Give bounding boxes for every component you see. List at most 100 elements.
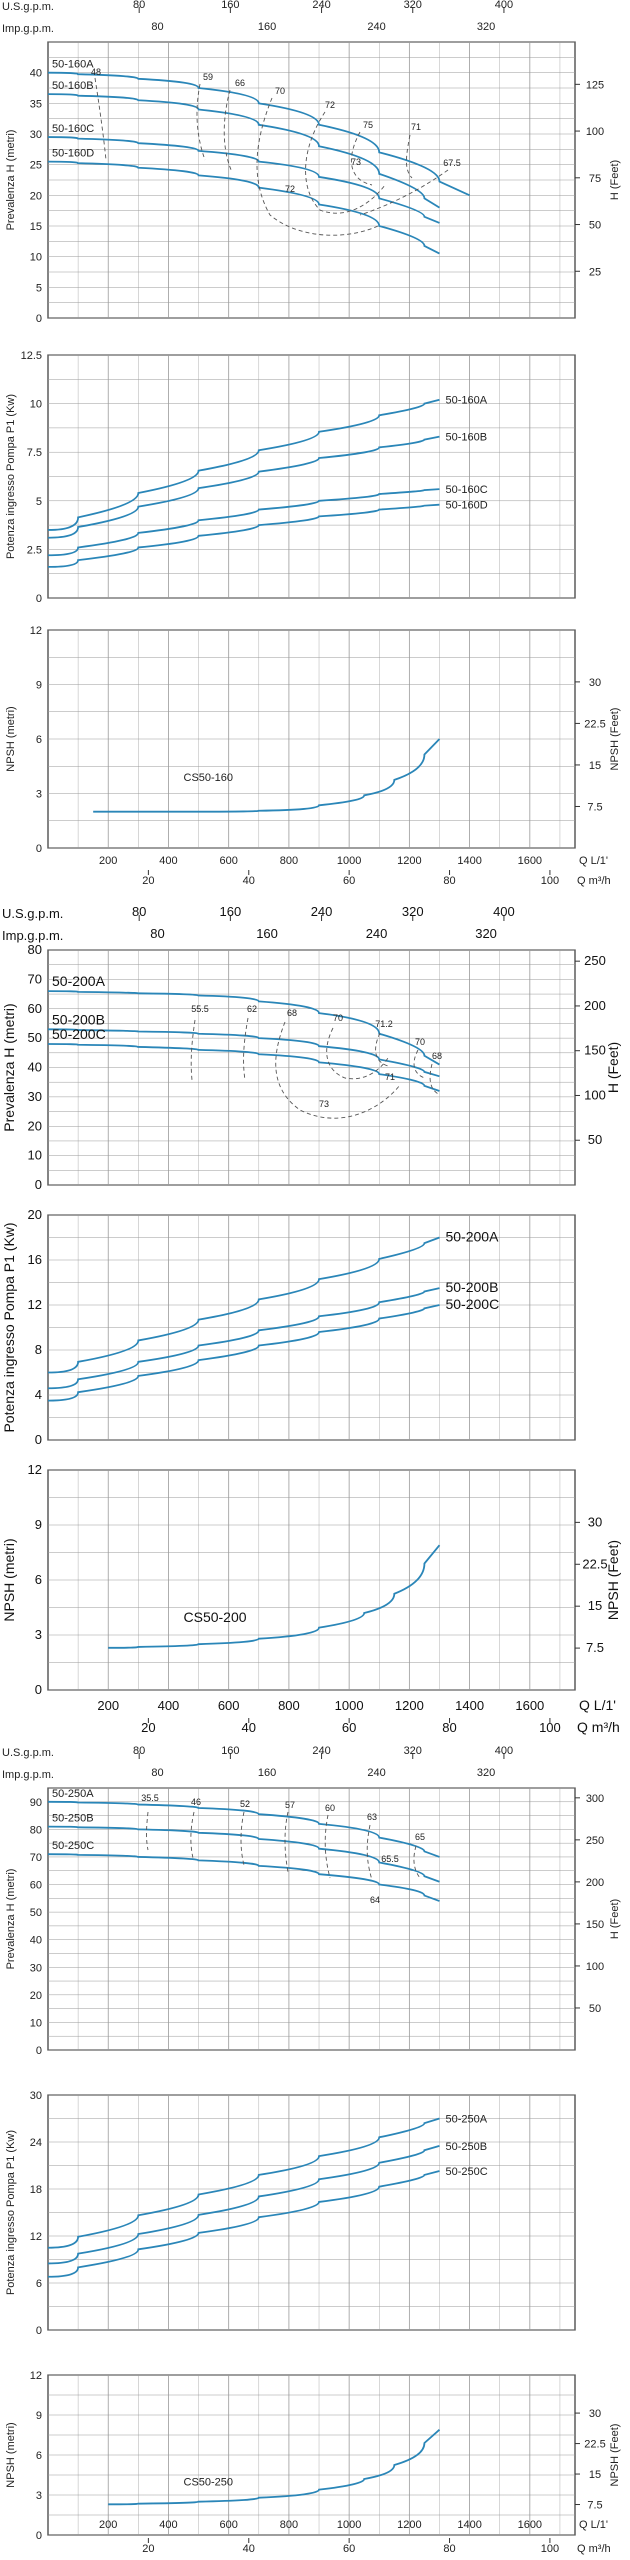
npsh-panel: 0 3 6 9 12 7.5 15 22.5 30 NPSH (metri) NPSH (Feet)… <box>5 625 621 855</box>
y-tick-label: 20 <box>28 1207 42 1222</box>
impgpm-axis-label: Imp.g.p.m. <box>2 23 54 35</box>
m3h-tick-label: 60 <box>343 875 355 887</box>
series-curve-50-160A <box>47 71 470 197</box>
m3h-tick-label: 100 <box>541 875 559 887</box>
efficiency-isoline <box>375 1032 389 1067</box>
series-label: 50-250B <box>445 2141 487 2153</box>
series-curve-50-250A <box>47 1800 440 1858</box>
y-tick-label: 18 <box>30 2184 42 2196</box>
y-tick-label: 40 <box>30 1935 42 1947</box>
m3h-axis-label: Q m³/h <box>577 875 611 887</box>
right-tick-label: 75 <box>589 173 601 185</box>
series-curve-50-250C <box>47 1853 440 1902</box>
y-tick-label: 30 <box>28 1089 42 1104</box>
usgpm-tick-label: 80 <box>132 904 146 919</box>
right-tick-label: 30 <box>589 2408 601 2420</box>
usgpm-tick-label: 400 <box>495 0 513 11</box>
y-axis-label: NPSH (metri) <box>5 706 17 771</box>
ls-tick-label: 1200 <box>397 855 421 867</box>
ls-axis-label: Q L/1' <box>579 2519 608 2531</box>
right-tick-label: 150 <box>586 1919 604 1931</box>
usgpm-tick-label: 320 <box>404 1745 422 1757</box>
right-tick-label: 200 <box>586 1877 604 1889</box>
efficiency-label: 55.5 <box>191 1004 209 1014</box>
efficiency-label: 70 <box>415 1037 425 1047</box>
m3h-axis-label: Q m³/h <box>577 1719 620 1735</box>
right-tick-label: 7.5 <box>586 1640 604 1655</box>
y-tick-label: 50 <box>30 1907 42 1919</box>
series-label: 50-200C <box>445 1296 499 1312</box>
ls-tick-label: 600 <box>220 2519 238 2531</box>
y-tick-label: 5 <box>36 282 42 294</box>
series-curve-CS50-250 <box>108 2428 441 2506</box>
series-label: CS50-200 <box>184 1609 247 1625</box>
m3h-axis-label: Q m³/h <box>577 2543 611 2555</box>
y-tick-label: 6 <box>36 734 42 746</box>
efficiency-isoline <box>190 1019 196 1081</box>
right-tick-label: 100 <box>584 1087 606 1102</box>
impgpm-tick-label: 240 <box>366 926 388 941</box>
right-tick-label: 50 <box>589 2003 601 2015</box>
series-label: 50-160C <box>52 123 94 135</box>
impgpm-tick-label: 240 <box>367 21 385 33</box>
y-tick-label: 4 <box>35 1387 42 1402</box>
efficiency-label: 71 <box>411 122 421 132</box>
y-tick-label: 7.5 <box>27 447 42 459</box>
y-tick-label: 24 <box>30 2137 42 2149</box>
series-curve-50-200A <box>47 990 440 1066</box>
y-tick-label: 25 <box>30 160 42 172</box>
efficiency-isoline <box>359 169 449 216</box>
efficiency-isoline <box>240 1811 245 1866</box>
m3h-tick-label: 60 <box>342 1720 356 1735</box>
usgpm-tick-label: 160 <box>221 0 239 11</box>
usgpm-tick-label: 320 <box>404 0 422 11</box>
impgpm-tick-label: 240 <box>367 1767 385 1779</box>
m3h-tick-label: 40 <box>243 875 255 887</box>
ls-tick-label: 1400 <box>457 855 481 867</box>
y-axis-label: Prevalenza H (metri) <box>5 130 17 231</box>
y-tick-label: 9 <box>36 680 42 692</box>
y-tick-label: 3 <box>36 2490 42 2502</box>
efficiency-isoline <box>275 1021 401 1119</box>
ls-axis-label: Q L/1' <box>579 855 608 867</box>
usgpm-tick-label: 160 <box>220 904 242 919</box>
usgpm-tick-label: 80 <box>133 1745 145 1757</box>
usgpm-tick-label: 400 <box>493 904 515 919</box>
m3h-tick-label: 100 <box>539 1720 561 1735</box>
plot-frame <box>47 1787 576 2051</box>
usgpm-tick-label: 80 <box>133 0 145 11</box>
m3h-tick-label: 80 <box>443 875 455 887</box>
series-curve-50-160D <box>47 160 440 255</box>
y-tick-label: 6 <box>36 2278 42 2290</box>
impgpm-tick-label: 160 <box>256 926 278 941</box>
y-axis-label-right: NPSH (Feet) <box>605 1540 621 1620</box>
series-label: 50-160B <box>445 432 487 444</box>
y-tick-label: 16 <box>28 1252 42 1267</box>
right-tick-label: 15 <box>589 760 601 772</box>
right-tick-label: 7.5 <box>587 2500 602 2512</box>
y-tick-label: 12 <box>30 2231 42 2243</box>
y-tick-label: 0 <box>36 593 42 605</box>
y-tick-label: 0 <box>36 313 42 325</box>
efficiency-label: 71 <box>385 1072 395 1082</box>
y-tick-label: 0 <box>35 1682 42 1697</box>
m3h-tick-label: 20 <box>142 875 154 887</box>
right-tick-label: 22.5 <box>584 718 605 730</box>
right-tick-label: 200 <box>584 998 606 1013</box>
ls-tick-label: 800 <box>280 2519 298 2531</box>
head-panel: 0 10 20 30 40 50 60 70 80 90 50 100 150 200 250 300 Prev… <box>5 1787 621 2057</box>
y-tick-label: 12 <box>28 1297 42 1312</box>
efficiency-label: 75 <box>363 120 373 130</box>
right-tick-label: 300 <box>586 1793 604 1805</box>
y-tick-label: 3 <box>35 1627 42 1642</box>
efficiency-label: 59 <box>203 72 213 82</box>
efficiency-isoline <box>190 1811 195 1859</box>
y-tick-label: 60 <box>28 1001 42 1016</box>
series-curve-50-160B <box>47 435 440 539</box>
y-tick-label: 20 <box>30 190 42 202</box>
y-tick-label: 0 <box>36 2045 42 2057</box>
impgpm-tick-label: 320 <box>477 21 495 33</box>
efficiency-isoline <box>196 83 206 161</box>
ls-tick-label: 1600 <box>518 2519 542 2531</box>
efficiency-isoline <box>243 1017 249 1081</box>
